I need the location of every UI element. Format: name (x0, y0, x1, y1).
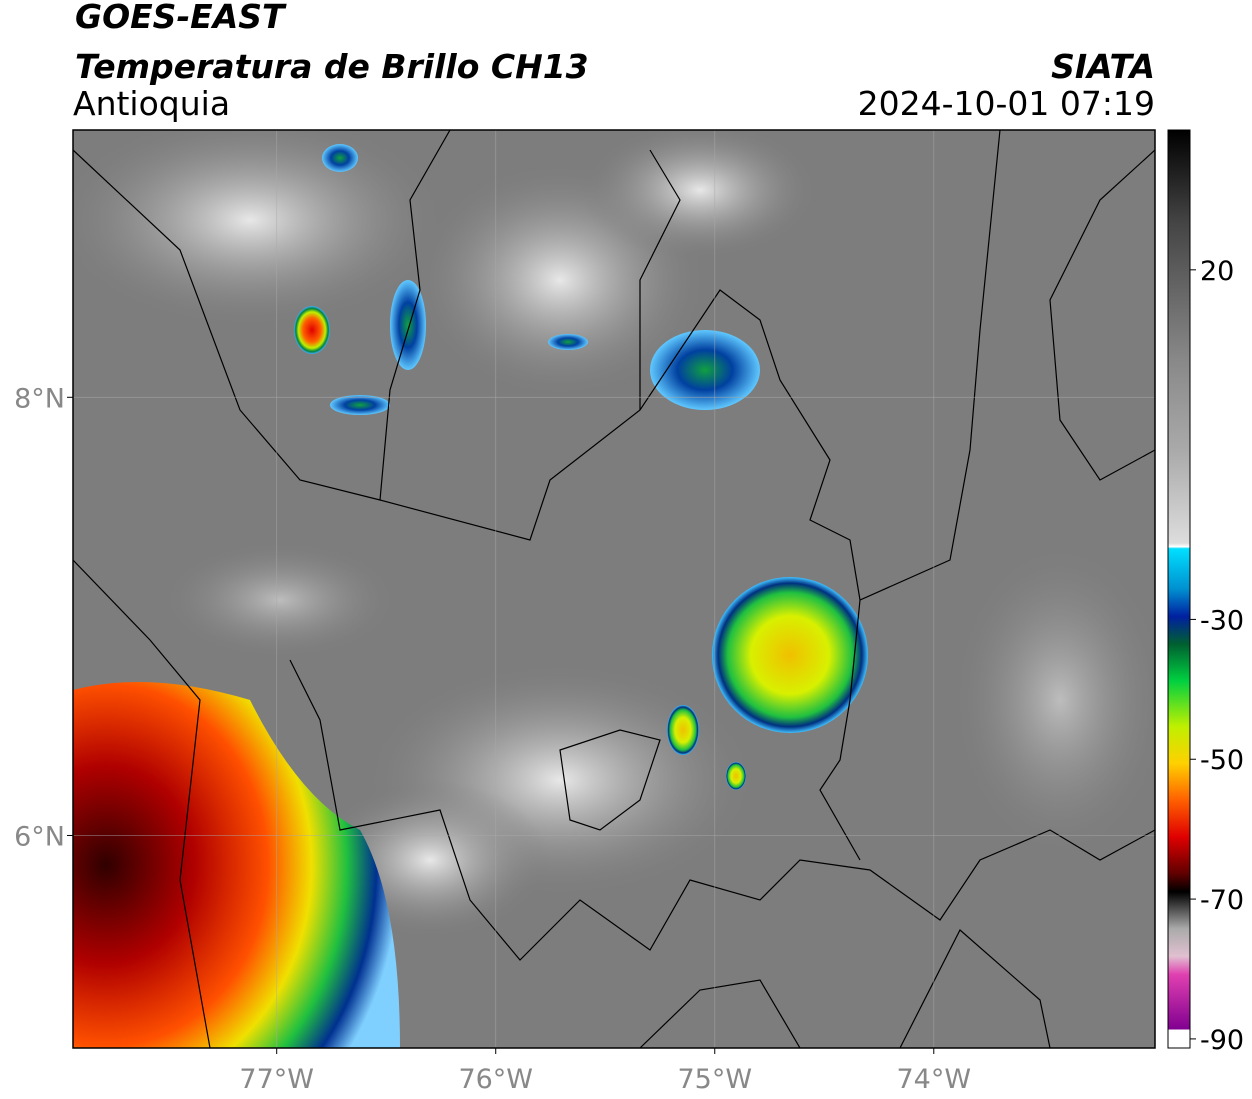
source: SIATA (1051, 47, 1155, 86)
x-tick-label: 76°W (458, 1064, 533, 1095)
colorbar-tick-label: 20 (1200, 256, 1234, 287)
y-tick-label: 6°N (14, 821, 65, 852)
grid (73, 130, 1155, 1048)
x-tick-label: 74°W (897, 1064, 972, 1095)
colorbar-tick-label: -30 (1200, 605, 1244, 636)
satellite-image (73, 130, 1155, 1048)
region: Antioquia (73, 84, 230, 123)
colorbar-tick-label: -90 (1200, 1025, 1244, 1056)
x-tick-label: 77°W (239, 1064, 314, 1095)
colorbar-tick-label: -50 (1200, 745, 1244, 776)
satellite: GOES-EAST (75, 0, 287, 36)
x-tick-label: 75°W (677, 1064, 752, 1095)
datetime: 2024-10-01 07:19 (858, 84, 1155, 123)
colorbar (1167, 129, 1191, 1049)
y-tick-label: 8°N (14, 383, 65, 414)
colorbar-tick-label: -70 (1200, 885, 1244, 916)
map-frame (72, 129, 1156, 1049)
product: Temperatura de Brillo CH13 (75, 47, 589, 86)
